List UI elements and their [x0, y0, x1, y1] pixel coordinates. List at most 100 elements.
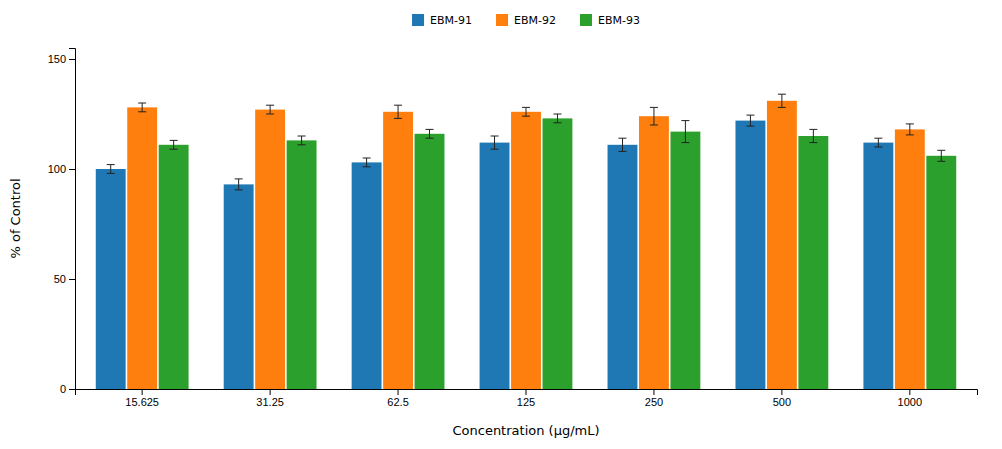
error-bar [746, 115, 754, 126]
legend-swatch [580, 14, 592, 26]
error-line [173, 140, 174, 149]
bar [608, 145, 638, 389]
bar [863, 143, 893, 389]
bar [670, 132, 700, 389]
error-cap [394, 105, 402, 106]
error-cap [298, 144, 306, 145]
error-line [781, 94, 782, 107]
error-line [685, 121, 686, 143]
series [159, 114, 957, 389]
error-line [750, 115, 751, 126]
error-bar [235, 179, 243, 190]
axis-line [76, 390, 978, 396]
error-line [622, 138, 623, 151]
bar [767, 101, 797, 389]
error-bar [107, 165, 115, 174]
bar [926, 156, 956, 389]
legend-item: EBM-92 [496, 14, 556, 27]
error-bar [681, 121, 689, 143]
error-cap [809, 129, 817, 130]
tick-label: 125 [517, 396, 535, 408]
bar [255, 110, 285, 389]
bar [415, 134, 445, 389]
error-line [941, 150, 942, 161]
error-line [110, 165, 111, 174]
error-cap [618, 138, 626, 139]
error-cap [363, 158, 371, 159]
error-bar [522, 107, 530, 116]
tick: 1000 [898, 389, 922, 408]
tick-label: 62.5 [387, 396, 408, 408]
tick-mark [526, 389, 527, 395]
error-cap [874, 138, 882, 139]
tick-label: 1000 [898, 396, 922, 408]
bar [383, 112, 413, 389]
error-cap [170, 149, 178, 150]
error-cap [107, 173, 115, 174]
tick-label: 50 [54, 273, 66, 285]
error-line [398, 105, 399, 118]
error-cap [874, 147, 882, 148]
tick-mark [69, 169, 75, 170]
tick-mark [142, 389, 143, 395]
error-cap [809, 142, 817, 143]
legend: EBM-91EBM-92EBM-93 [412, 14, 640, 27]
tick-mark [909, 389, 910, 395]
error-cap [746, 126, 754, 127]
tick: 100 [48, 163, 75, 175]
error-line [429, 129, 430, 138]
bar [96, 169, 126, 389]
bar [287, 140, 317, 389]
tick: 62.5 [387, 389, 408, 408]
bar [159, 145, 189, 389]
bar [543, 118, 573, 389]
tick-label: 250 [645, 396, 663, 408]
error-cap [491, 149, 499, 150]
error-line [142, 103, 143, 112]
x-axis: 15.62531.2562.51252505001000 [76, 389, 978, 408]
bar [352, 162, 382, 389]
error-cap [522, 107, 530, 108]
error-bar [394, 105, 402, 118]
error-bar [650, 107, 658, 125]
tick-mark [398, 389, 399, 395]
error-bar [906, 124, 914, 135]
error-cap [491, 136, 499, 137]
error-bar [874, 138, 882, 147]
tick: 0 [60, 383, 75, 395]
error-cap [650, 125, 658, 126]
error-cap [681, 120, 689, 121]
marks [96, 94, 956, 389]
error-cap [394, 118, 402, 119]
tick-mark [69, 279, 75, 280]
legend-item: EBM-93 [580, 14, 640, 27]
bar [127, 107, 157, 389]
error-cap [746, 115, 754, 116]
error-cap [235, 189, 243, 190]
error-bar [809, 129, 817, 142]
tick-label: 31.25 [256, 396, 284, 408]
error-cap [266, 114, 274, 115]
error-cap [426, 129, 434, 130]
error-cap [778, 107, 786, 108]
tick: 31.25 [256, 389, 284, 408]
error-cap [553, 122, 561, 123]
error-cap [138, 103, 146, 104]
tick-mark [270, 389, 271, 395]
legend-swatch [496, 14, 508, 26]
error-cap [170, 140, 178, 141]
plot: 05010015015.62531.2562.51252505001000 [48, 49, 978, 408]
x-axis-title: Concentration (μg/mL) [452, 423, 599, 438]
error-line [909, 124, 910, 135]
error-cap [618, 151, 626, 152]
error-line [238, 179, 239, 190]
error-cap [235, 178, 243, 179]
error-line [366, 158, 367, 167]
y-axis: 050100150 [48, 49, 76, 396]
error-line [526, 107, 527, 116]
error-cap [553, 114, 561, 115]
error-bar [363, 158, 371, 167]
series [127, 94, 925, 389]
legend-label: EBM-92 [514, 14, 556, 27]
y-axis-title: % of Control [8, 178, 23, 258]
